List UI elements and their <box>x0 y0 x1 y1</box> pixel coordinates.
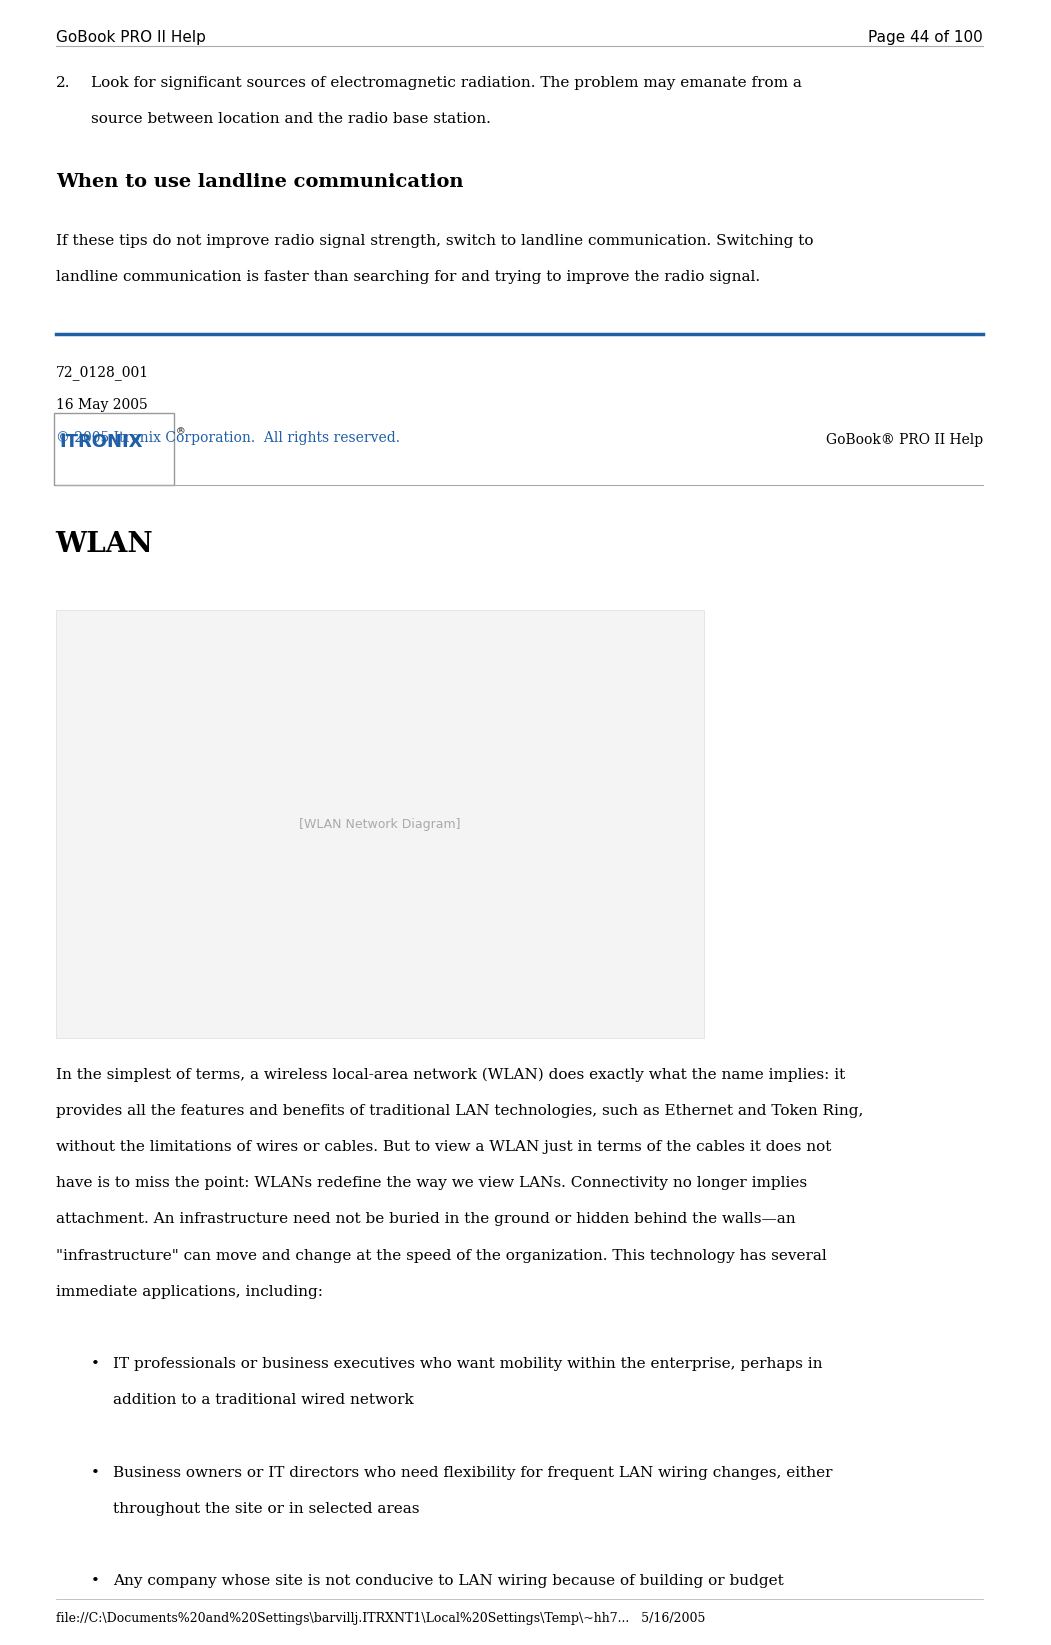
Text: •: • <box>91 1357 100 1372</box>
Text: [WLAN Network Diagram]: [WLAN Network Diagram] <box>300 818 460 831</box>
Text: attachment. An infrastructure need not be buried in the ground or hidden behind : attachment. An infrastructure need not b… <box>56 1212 796 1227</box>
Text: ITRONIX: ITRONIX <box>60 433 143 451</box>
Text: throughout the site or in selected areas: throughout the site or in selected areas <box>114 1502 420 1517</box>
Text: 16 May 2005: 16 May 2005 <box>56 398 147 413</box>
Text: landline communication is faster than searching for and trying to improve the ra: landline communication is faster than se… <box>56 270 760 285</box>
Text: file://C:\Documents%20and%20Settings\barvillj.ITRXNT1\Local%20Settings\Temp\~hh7: file://C:\Documents%20and%20Settings\bar… <box>56 1612 705 1625</box>
Text: Business owners or IT directors who need flexibility for frequent LAN wiring cha: Business owners or IT directors who need… <box>114 1466 833 1480</box>
Text: •: • <box>91 1574 100 1589</box>
Text: WLAN: WLAN <box>56 531 153 558</box>
Text: When to use landline communication: When to use landline communication <box>56 173 463 191</box>
Text: 2.: 2. <box>56 76 70 90</box>
Text: Look for significant sources of electromagnetic radiation. The problem may emana: Look for significant sources of electrom… <box>91 76 802 90</box>
Text: 72_0128_001: 72_0128_001 <box>56 365 149 380</box>
Text: provides all the features and benefits of traditional LAN technologies, such as : provides all the features and benefits o… <box>56 1104 863 1119</box>
Text: source between location and the radio base station.: source between location and the radio ba… <box>91 112 491 127</box>
FancyBboxPatch shape <box>54 413 174 485</box>
Text: immediate applications, including:: immediate applications, including: <box>56 1285 323 1300</box>
Text: GoBook PRO II Help: GoBook PRO II Help <box>56 30 206 44</box>
Text: © 2005 Itronix Corporation.  All rights reserved.: © 2005 Itronix Corporation. All rights r… <box>56 431 399 446</box>
Text: IT professionals or business executives who want mobility within the enterprise,: IT professionals or business executives … <box>114 1357 823 1372</box>
FancyBboxPatch shape <box>56 610 704 1038</box>
Text: Page 44 of 100: Page 44 of 100 <box>868 30 983 44</box>
Text: GoBook® PRO II Help: GoBook® PRO II Help <box>826 433 983 447</box>
Text: ®: ® <box>176 428 185 436</box>
Text: If these tips do not improve radio signal strength, switch to landline communica: If these tips do not improve radio signa… <box>56 234 813 248</box>
Text: "infrastructure" can move and change at the speed of the organization. This tech: "infrastructure" can move and change at … <box>56 1249 826 1263</box>
Text: In the simplest of terms, a wireless local-area network (WLAN) does exactly what: In the simplest of terms, a wireless loc… <box>56 1068 845 1082</box>
Text: without the limitations of wires or cables. But to view a WLAN just in terms of : without the limitations of wires or cabl… <box>56 1140 831 1155</box>
Text: addition to a traditional wired network: addition to a traditional wired network <box>114 1393 414 1408</box>
Text: Any company whose site is not conducive to LAN wiring because of building or bud: Any company whose site is not conducive … <box>114 1574 784 1589</box>
Text: have is to miss the point: WLANs redefine the way we view LANs. Connectivity no : have is to miss the point: WLANs redefin… <box>56 1176 807 1191</box>
Text: •: • <box>91 1466 100 1480</box>
